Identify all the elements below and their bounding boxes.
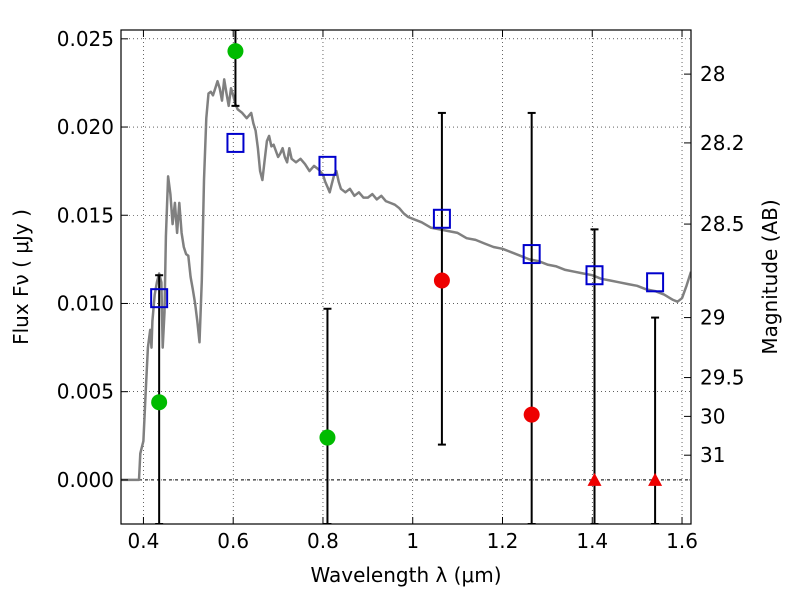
model-photometry-square [226, 132, 245, 153]
green-detection-point [319, 429, 336, 446]
right-tick-label: 29.5 [700, 366, 745, 390]
model-spectrum-line [121, 78, 691, 482]
y-tick-label: 0.015 [57, 203, 114, 227]
right-tick-label: 28.5 [700, 212, 745, 236]
model-photometry-square [646, 272, 665, 293]
y-tick-label: 0.025 [57, 27, 114, 51]
x-tick-label: 0.4 [128, 529, 160, 553]
x-axis-label: Wavelength λ (μm) [310, 563, 501, 587]
upper-limit-marker [587, 472, 602, 486]
x-tick-label: 1 [406, 529, 419, 553]
green-detection-point [227, 43, 244, 60]
y-tick-label: 0.020 [57, 115, 114, 139]
right-tick-label: 30 [700, 404, 725, 428]
plot-area [121, 30, 691, 524]
model-photometry-square [150, 288, 169, 309]
axes: 0.4 0.6 0.8 1 1.2 1.4 1.6 0.000 0.005 0.010 0.015 0… [57, 27, 745, 553]
plot-frame [120, 29, 692, 525]
model-photometry-square [585, 265, 604, 286]
model-photometry-square [318, 155, 337, 176]
model-photometry-square [522, 244, 541, 265]
upper-limit-marker [648, 472, 663, 486]
x-tick-label: 1.6 [666, 529, 698, 553]
y-tick-label: 0.000 [57, 468, 114, 492]
red-detection-point [433, 272, 450, 289]
right-tick-label: 29 [700, 306, 725, 330]
y-tick-label: 0.005 [57, 380, 114, 404]
right-tick-label: 31 [700, 443, 725, 467]
x-tick-label: 0.6 [217, 529, 249, 553]
green-detection-point [151, 394, 168, 411]
right-tick-label: 28.2 [700, 131, 745, 155]
x-tick-label: 1.4 [576, 529, 608, 553]
red-detection-point [523, 406, 540, 423]
x-tick-label: 0.8 [307, 529, 339, 553]
y-tick-label: 0.010 [57, 291, 114, 315]
right-tick-label: 28 [700, 62, 725, 86]
y-axis-label: Flux Fν ( μJy ) [9, 209, 33, 345]
model-photometry-square [432, 208, 451, 229]
right-axis-label: Magnitude (AB) [758, 199, 782, 354]
x-tick-label: 1.2 [487, 529, 519, 553]
